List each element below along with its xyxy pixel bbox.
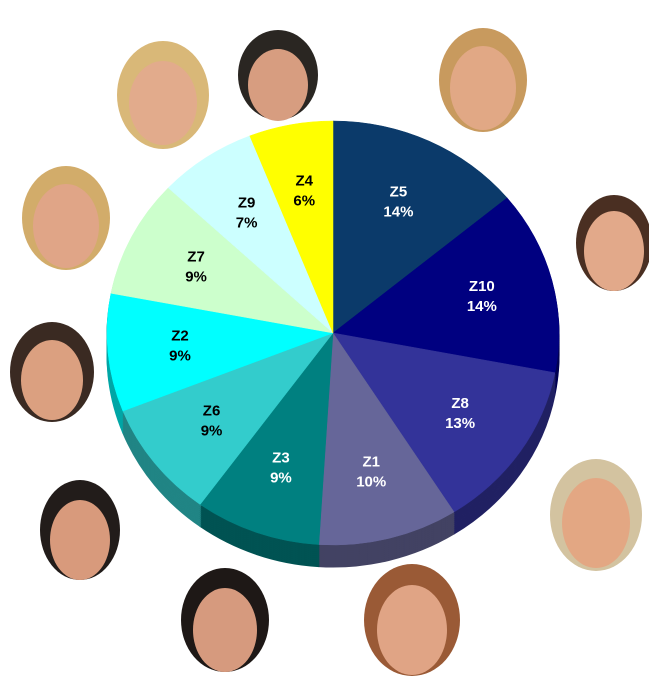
face [181,568,269,672]
slice-label: Z1 [362,454,380,471]
slice-label: Z5 [390,184,408,201]
face [238,30,318,121]
face [364,564,460,676]
value-label: 9% [169,348,191,365]
value-label: 9% [185,269,207,286]
chart: Z5 14% Z10 14% Z8 13% Z1 10% Z3 9% Z6 9% Z2 9% Z7 9% Z9 7… [0,0,649,679]
slice-label: Z2 [171,328,189,345]
face [10,322,94,422]
face [576,195,649,291]
face [22,166,110,270]
value-label: 9% [270,470,292,487]
face [439,28,527,132]
face [550,459,642,571]
slice-label: Z7 [187,249,205,266]
pie: Z5 14% Z10 14% Z8 13% Z1 10% Z3 9% Z6 9% Z2 9% Z7 9% Z9 7… [107,121,559,567]
value-label: 14% [383,204,413,221]
value-label: 10% [356,474,386,491]
face [40,480,120,580]
value-label: 7% [236,215,258,232]
value-label: 14% [467,298,497,315]
value-label: 9% [201,422,223,439]
slice-label: Z8 [451,395,469,412]
slice-label: Z4 [295,172,313,189]
value-label: 13% [445,415,475,432]
slice-label: Z3 [272,450,290,467]
value-label: 6% [293,192,315,209]
slice-label: Z10 [469,278,495,295]
face [117,41,209,149]
slice-label: Z9 [238,195,256,212]
slice-label: Z6 [203,402,221,419]
